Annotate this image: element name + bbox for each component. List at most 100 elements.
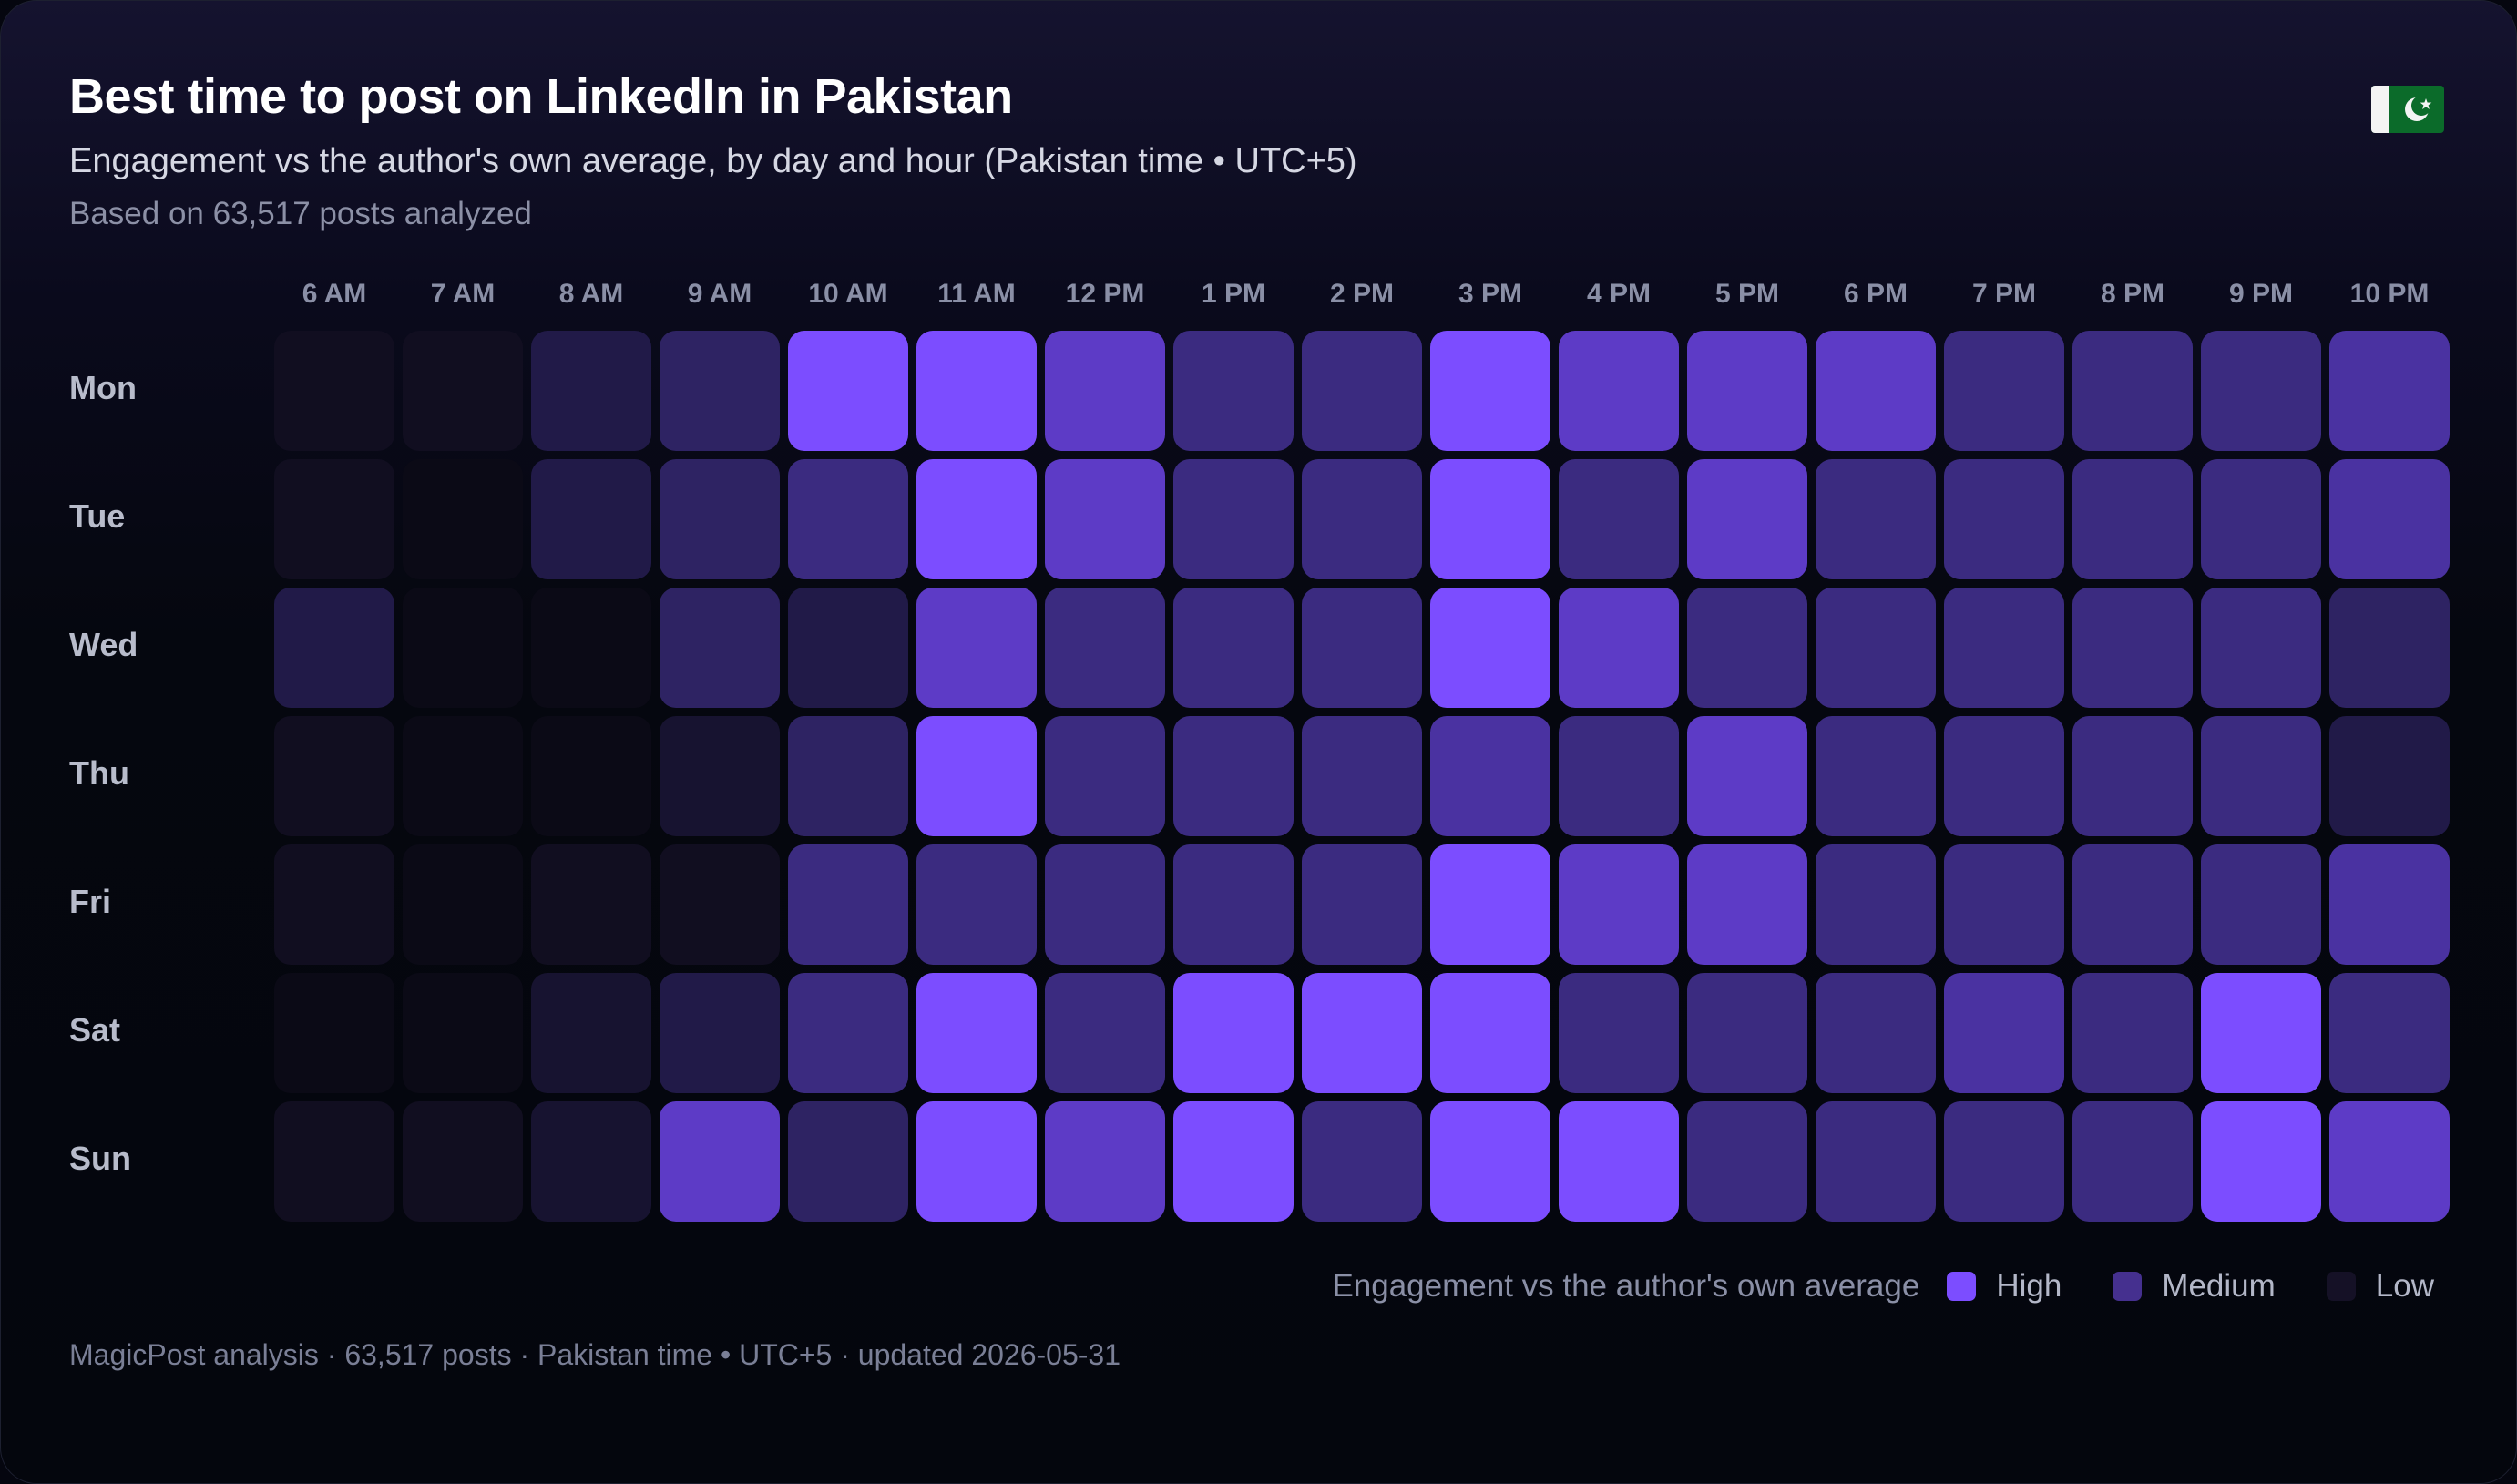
heatmap-cell [788, 973, 908, 1093]
heatmap-cell [274, 716, 394, 836]
heatmap-cell [531, 1101, 651, 1222]
x-tick-label: 6 AM [302, 279, 367, 309]
heatmap-cell [1816, 459, 1936, 579]
x-tick-label: 7 PM [1971, 279, 2037, 309]
heatmap-cell [1430, 973, 1550, 1093]
heatmap-cell [2329, 459, 2450, 579]
heatmap-cell [1430, 331, 1550, 451]
heatmap-cell [2201, 973, 2321, 1093]
y-tick-label: Sun [69, 1140, 131, 1177]
heatmap-cell [1944, 973, 2064, 1093]
posts-analyzed-note: Based on 63,517 posts analyzed [69, 196, 532, 231]
heatmap-cell [2201, 331, 2321, 451]
heatmap-cell [1559, 459, 1679, 579]
heatmap-cell [2329, 973, 2450, 1093]
heatmap-cell [1944, 1101, 2064, 1222]
heatmap-cell [2201, 844, 2321, 965]
heatmap-cell [1045, 1101, 1165, 1222]
heatmap-cell [916, 973, 1037, 1093]
heatmap-cell [2329, 588, 2450, 708]
heatmap-cell [403, 331, 523, 451]
footer-note: MagicPost analysis · 63,517 posts · Paki… [69, 1338, 1121, 1371]
heatmap-cell [788, 844, 908, 965]
legend-swatch-high [1947, 1272, 1977, 1301]
heatmap-cell [916, 459, 1037, 579]
heatmap-cell [1687, 844, 1807, 965]
x-tick-label: 11 AM [937, 279, 1016, 309]
legend-label-low: Low [2375, 1268, 2434, 1304]
legend-label-medium: Medium [2162, 1268, 2276, 1304]
heatmap-cell [1173, 844, 1294, 965]
x-tick-label: 4 PM [1586, 279, 1652, 309]
heatmap-cell [531, 588, 651, 708]
heatmap-cell [531, 973, 651, 1093]
heatmap-cell [1302, 716, 1422, 836]
heatmap-cell [531, 331, 651, 451]
heatmap-cell [2329, 331, 2450, 451]
heatmap-cell [1045, 331, 1165, 451]
heatmap-cell [1687, 1101, 1807, 1222]
heatmap-cell [1559, 588, 1679, 708]
heatmap-cell [1430, 1101, 1550, 1222]
heatmap-cell [916, 331, 1037, 451]
heatmap-cell [788, 1101, 908, 1222]
heatmap-cell [660, 331, 780, 451]
heatmap-cell [1687, 588, 1807, 708]
heatmap-cell [1173, 973, 1294, 1093]
heatmap-cell [274, 459, 394, 579]
heatmap-cell [1045, 588, 1165, 708]
heatmap-cell [2072, 331, 2193, 451]
legend-item-low: Low [2326, 1268, 2434, 1305]
heatmap-cell [788, 588, 908, 708]
heatmap-cell [1944, 459, 2064, 579]
x-tick-label: 9 AM [687, 279, 752, 309]
heatmap-cell [1430, 716, 1550, 836]
x-tick-label: 3 PM [1458, 279, 1523, 309]
heatmap-cell [1816, 588, 1936, 708]
heatmap-cell [660, 973, 780, 1093]
x-tick-label: 6 PM [1843, 279, 1908, 309]
heatmap-cell [660, 588, 780, 708]
heatmap-cell [274, 973, 394, 1093]
heatmap-cell [1430, 459, 1550, 579]
heatmap-cell [1302, 331, 1422, 451]
heatmap-cell [403, 716, 523, 836]
heatmap-cell [1302, 588, 1422, 708]
chart-title: Best time to post on LinkedIn in Pakista… [69, 69, 1013, 124]
heatmap-cell [660, 1101, 780, 1222]
heatmap-cell [916, 716, 1037, 836]
legend-item-medium: Medium [2113, 1268, 2276, 1305]
heatmap-cell [1944, 716, 2064, 836]
y-tick-label: Wed [69, 626, 138, 663]
heatmap-cell [531, 459, 651, 579]
heatmap-cell [531, 844, 651, 965]
legend-swatch-medium [2113, 1272, 2143, 1301]
heatmap-cell [1559, 331, 1679, 451]
heatmap-cell [1045, 973, 1165, 1093]
x-tick-label: 12 PM [1065, 279, 1145, 309]
heatmap-cell [1430, 588, 1550, 708]
heatmap-cell [1944, 331, 2064, 451]
heatmap-cell [2072, 459, 2193, 579]
heatmap-cell [916, 844, 1037, 965]
heatmap-cell [1687, 973, 1807, 1093]
heatmap-cell [1816, 844, 1936, 965]
heatmap-cell [916, 1101, 1037, 1222]
heatmap-cell [2072, 716, 2193, 836]
heatmap-cell [2072, 588, 2193, 708]
heatmap-cell [660, 844, 780, 965]
heatmap-cell [660, 459, 780, 579]
heatmap-cell [403, 588, 523, 708]
heatmap-cell [1045, 459, 1165, 579]
heatmap-cell [1302, 844, 1422, 965]
x-tick-label: 10 AM [808, 279, 888, 309]
legend-swatch-low [2326, 1272, 2356, 1301]
heatmap-cell [1045, 844, 1165, 965]
heatmap-cell [531, 716, 651, 836]
y-tick-label: Sat [69, 1011, 121, 1049]
heatmap-cell [1687, 331, 1807, 451]
y-tick-label: Thu [69, 754, 129, 792]
heatmap-cell [1045, 716, 1165, 836]
heatmap-cell [403, 973, 523, 1093]
